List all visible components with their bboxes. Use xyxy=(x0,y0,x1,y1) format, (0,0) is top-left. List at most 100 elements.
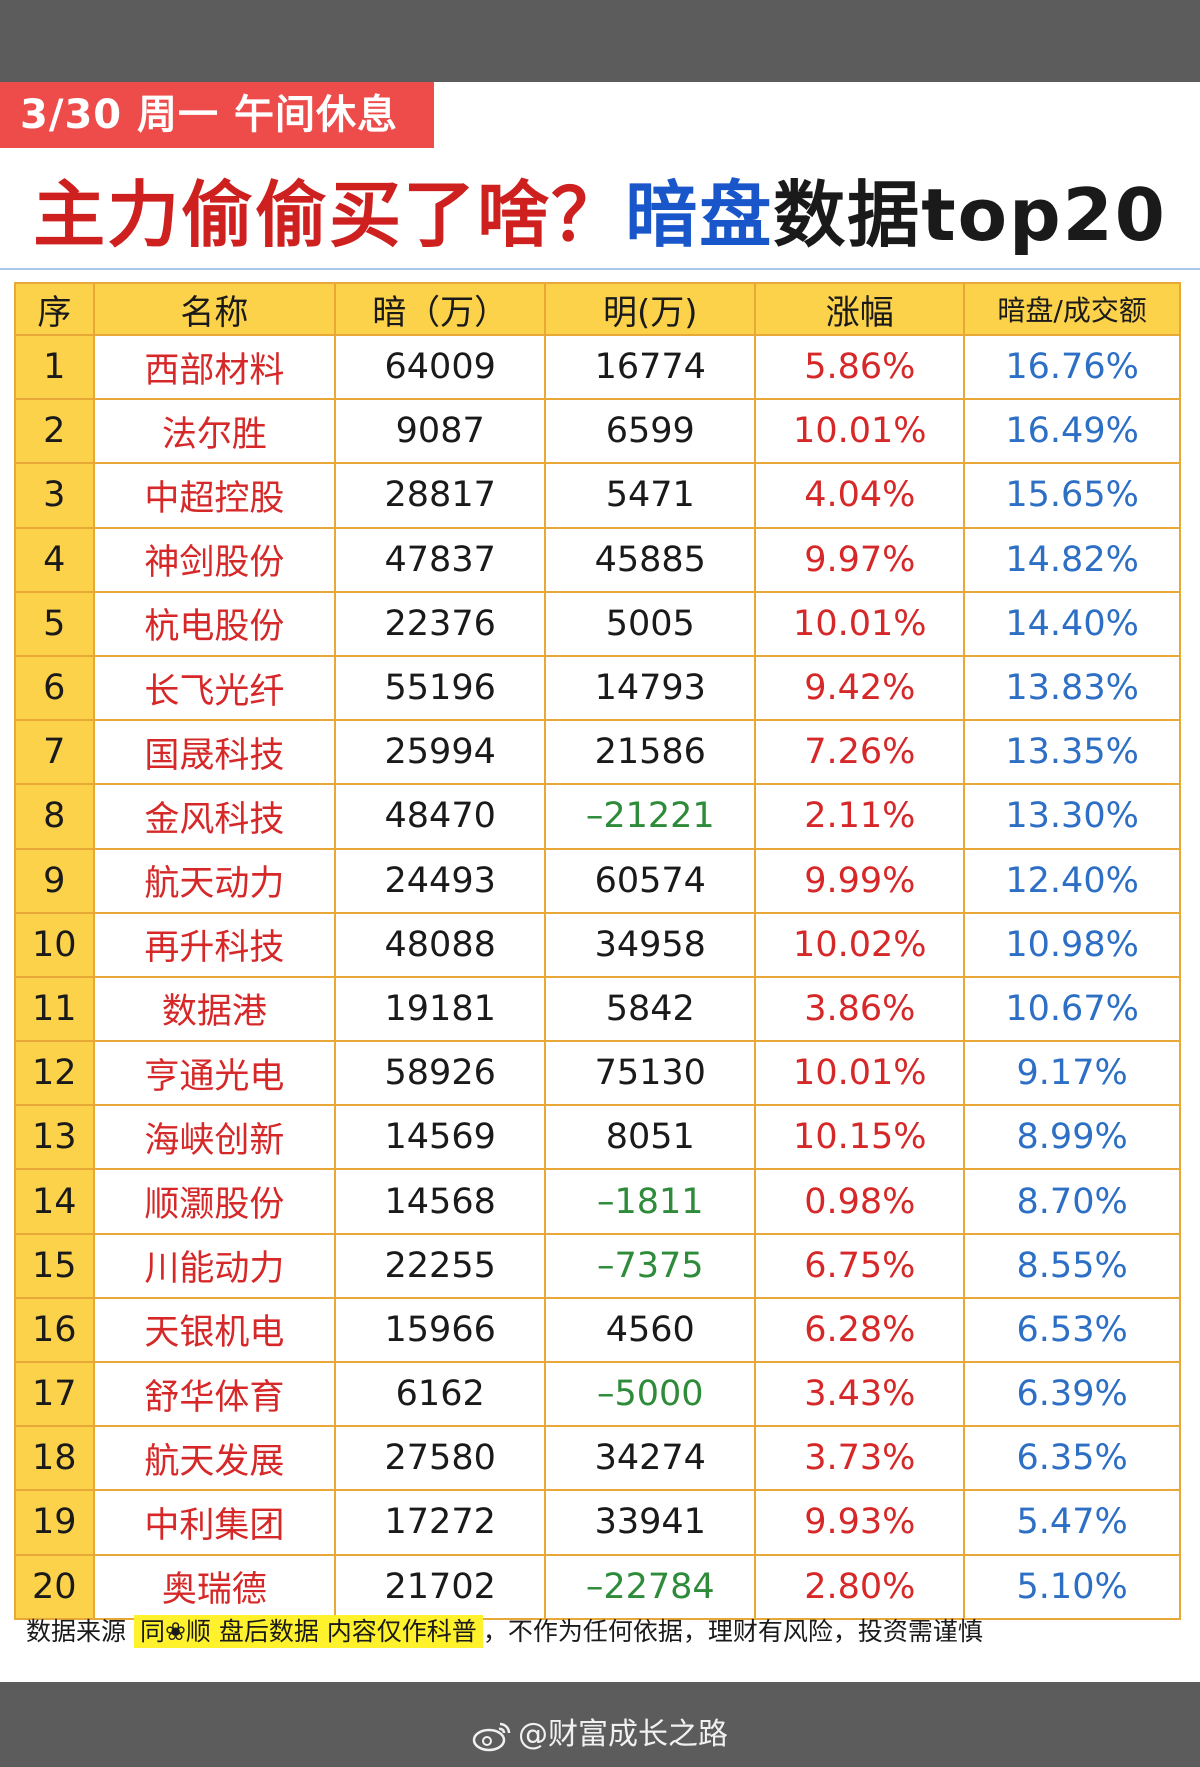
stock-name: 中超控股 xyxy=(92,462,337,529)
dark-ratio: 9.17% xyxy=(963,1040,1181,1107)
content-card: 3/30 周一 午间休息 主力偷偷买了啥？暗盘数据top20 序 名称 暗（万）… xyxy=(0,82,1200,1682)
table-row: 9 航天动力 24493 60574 9.99% 12.40% xyxy=(14,847,1181,914)
dark-value: 22255 xyxy=(334,1232,547,1299)
dark-ratio: 6.39% xyxy=(963,1360,1181,1428)
dark-ratio: 14.40% xyxy=(963,590,1181,657)
row-seq: 18 xyxy=(14,1425,95,1492)
divider xyxy=(0,268,1200,270)
table-row: 19 中利集团 17272 33941 9.93% 5.47% xyxy=(14,1489,1181,1556)
footnote-highlight: 同❀顺 盘后数据 内容仅作科普 xyxy=(133,1615,483,1648)
change-pct: 10.01% xyxy=(754,1040,966,1107)
lit-value: –21221 xyxy=(544,783,757,850)
title-part-3: 数据top20 xyxy=(773,173,1167,257)
lit-value: 5842 xyxy=(544,975,757,1043)
row-seq: 15 xyxy=(14,1232,95,1299)
header-seq: 序 xyxy=(14,282,95,336)
table-row: 4 神剑股份 47837 45885 9.97% 14.82% xyxy=(14,526,1181,593)
stock-name: 再升科技 xyxy=(92,911,337,978)
lit-value: 75130 xyxy=(544,1040,757,1107)
table-row: 16 天银机电 15966 4560 6.28% 6.53% xyxy=(14,1296,1181,1364)
dark-ratio: 8.55% xyxy=(963,1232,1181,1299)
header-change: 涨幅 xyxy=(754,282,966,336)
lit-value: 21586 xyxy=(544,719,757,786)
stock-name: 长飞光纤 xyxy=(92,654,337,722)
change-pct: 4.04% xyxy=(754,462,966,529)
dark-value: 21702 xyxy=(334,1553,547,1620)
lit-value: –7375 xyxy=(544,1232,757,1299)
header-lit: 明(万) xyxy=(544,282,757,336)
dark-value: 25994 xyxy=(334,719,547,786)
footnote-suffix: ，不作为任何依据，理财有风险，投资需谨慎 xyxy=(482,1617,983,1646)
change-pct: 5.86% xyxy=(754,333,966,401)
dark-ratio: 5.10% xyxy=(963,1553,1181,1620)
stock-name: 航天发展 xyxy=(92,1425,337,1492)
table-row: 11 数据港 19181 5842 3.86% 10.67% xyxy=(14,975,1181,1043)
change-pct: 9.97% xyxy=(754,526,966,593)
dark-value: 17272 xyxy=(334,1489,547,1556)
stock-name: 亨通光电 xyxy=(92,1040,337,1107)
dark-value: 14568 xyxy=(334,1168,547,1235)
row-seq: 11 xyxy=(14,975,95,1043)
change-pct: 10.01% xyxy=(754,398,966,465)
table-row: 18 航天发展 27580 34274 3.73% 6.35% xyxy=(14,1425,1181,1492)
row-seq: 16 xyxy=(14,1296,95,1364)
change-pct: 10.02% xyxy=(754,911,966,978)
lit-value: 5005 xyxy=(544,590,757,657)
stock-name: 法尔胜 xyxy=(92,398,337,465)
row-seq: 20 xyxy=(14,1553,95,1620)
dark-ratio: 16.49% xyxy=(963,398,1181,465)
dark-ratio: 5.47% xyxy=(963,1489,1181,1556)
row-seq: 4 xyxy=(14,526,95,593)
row-seq: 6 xyxy=(14,654,95,722)
table-row: 1 西部材料 64009 16774 5.86% 16.76% xyxy=(14,333,1181,401)
change-pct: 0.98% xyxy=(754,1168,966,1235)
dark-ratio: 8.99% xyxy=(963,1104,1181,1171)
dark-ratio: 13.83% xyxy=(963,654,1181,722)
lit-value: –1811 xyxy=(544,1168,757,1235)
change-pct: 6.28% xyxy=(754,1296,966,1364)
dark-ratio: 15.65% xyxy=(963,462,1181,529)
table-row: 14 顺灏股份 14568 –1811 0.98% 8.70% xyxy=(14,1168,1181,1235)
lit-value: 8051 xyxy=(544,1104,757,1171)
stock-name: 海峡创新 xyxy=(92,1104,337,1171)
dark-ratio: 10.67% xyxy=(963,975,1181,1043)
stock-name: 神剑股份 xyxy=(92,526,337,593)
stock-name: 航天动力 xyxy=(92,847,337,914)
stock-name: 顺灏股份 xyxy=(92,1168,337,1235)
lit-value: 6599 xyxy=(544,398,757,465)
dark-value: 55196 xyxy=(334,654,547,722)
table-row: 6 长飞光纤 55196 14793 9.42% 13.83% xyxy=(14,654,1181,722)
table-header-row: 序 名称 暗（万） 明(万) 涨幅 暗盘/成交额 xyxy=(14,282,1181,336)
top-band xyxy=(0,0,1200,82)
stock-name: 数据港 xyxy=(92,975,337,1043)
dark-pool-table: 序 名称 暗（万） 明(万) 涨幅 暗盘/成交额 1 西部材料 64009 16774… xyxy=(14,282,1181,1620)
row-seq: 8 xyxy=(14,783,95,850)
stock-name: 奥瑞德 xyxy=(92,1553,337,1620)
stock-name: 中利集团 xyxy=(92,1489,337,1556)
row-seq: 3 xyxy=(14,462,95,529)
dark-value: 19181 xyxy=(334,975,547,1043)
stock-name: 西部材料 xyxy=(92,333,337,401)
row-seq: 12 xyxy=(14,1040,95,1107)
stock-name: 国晟科技 xyxy=(92,719,337,786)
stock-name: 天银机电 xyxy=(92,1296,337,1364)
table-row: 2 法尔胜 9087 6599 10.01% 16.49% xyxy=(14,398,1181,465)
row-seq: 7 xyxy=(14,719,95,786)
header-name: 名称 xyxy=(92,282,337,336)
table-row: 10 再升科技 48088 34958 10.02% 10.98% xyxy=(14,911,1181,978)
change-pct: 2.80% xyxy=(754,1553,966,1620)
dark-ratio: 8.70% xyxy=(963,1168,1181,1235)
lit-value: 4560 xyxy=(544,1296,757,1364)
change-pct: 3.86% xyxy=(754,975,966,1043)
row-seq: 17 xyxy=(14,1360,95,1428)
dark-value: 6162 xyxy=(334,1360,547,1428)
change-pct: 9.42% xyxy=(754,654,966,722)
dark-ratio: 13.30% xyxy=(963,783,1181,850)
table-row: 17 舒华体育 6162 –5000 3.43% 6.39% xyxy=(14,1360,1181,1428)
data-table-wrapper: 序 名称 暗（万） 明(万) 涨幅 暗盘/成交额 1 西部材料 64009 16774… xyxy=(14,282,1181,1620)
stock-name: 川能动力 xyxy=(92,1232,337,1299)
dark-value: 27580 xyxy=(334,1425,547,1492)
footnote: 数据来源 同❀顺 盘后数据 内容仅作科普 ，不作为任何依据，理财有风险，投资需谨慎 xyxy=(26,1612,983,1652)
table-row: 13 海峡创新 14569 8051 10.15% 8.99% xyxy=(14,1104,1181,1171)
row-seq: 9 xyxy=(14,847,95,914)
